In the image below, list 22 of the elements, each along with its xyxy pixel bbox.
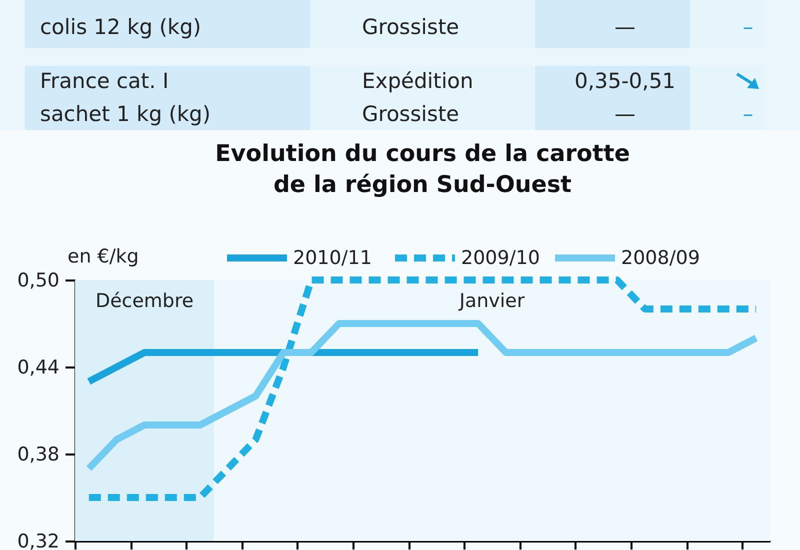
y-tick-label: 0,50 [17, 270, 60, 292]
y-tick-label: 0,44 [17, 356, 60, 378]
annotation: Janvier [458, 290, 525, 312]
legend-label: 2010/11 [293, 247, 372, 269]
text: Grossiste [362, 102, 460, 126]
y-axis-title: en €/kg [68, 246, 139, 268]
chart-title: Evolution du cours de la carotte de la région Sud-Ouest [215, 141, 630, 198]
text: Expédition [362, 69, 474, 93]
text: — [614, 102, 636, 126]
text: sachet 1 kg (kg) [40, 102, 211, 126]
text: 0,35-0,51 [574, 69, 676, 93]
text: – [742, 102, 754, 126]
text: — [614, 15, 636, 39]
legend-label: 2008/09 [621, 247, 700, 269]
text: colis 12 kg (kg) [40, 15, 202, 39]
annotation: Décembre [95, 290, 194, 312]
text: – [742, 15, 754, 39]
legend-label: 2009/10 [461, 247, 540, 269]
y-tick-label: 0,38 [17, 444, 60, 466]
y-tick-label: 0,32 [17, 530, 60, 550]
text: France cat. I [40, 69, 169, 93]
text: Grossiste [362, 15, 460, 39]
